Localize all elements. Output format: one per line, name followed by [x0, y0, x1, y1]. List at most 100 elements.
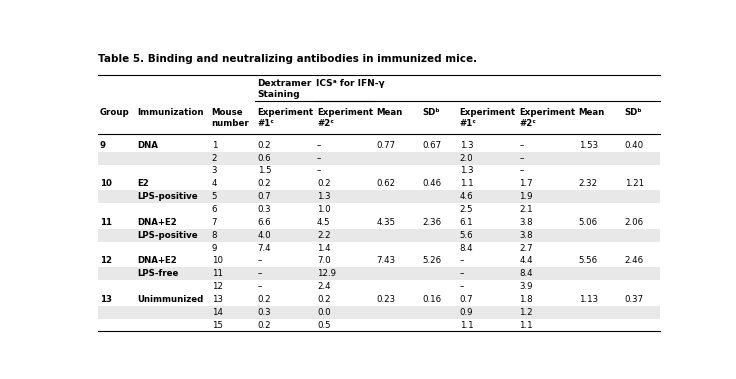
- Text: 4.0: 4.0: [258, 231, 271, 240]
- Text: 5.06: 5.06: [578, 218, 598, 227]
- Text: 1.21: 1.21: [625, 179, 644, 188]
- Text: 1: 1: [211, 141, 217, 150]
- Text: 10: 10: [100, 179, 112, 188]
- Text: 0.37: 0.37: [625, 295, 644, 304]
- Text: LPS-positive: LPS-positive: [137, 231, 198, 240]
- Text: LPS-free: LPS-free: [137, 269, 179, 278]
- Text: 2.06: 2.06: [625, 218, 644, 227]
- Text: 11: 11: [211, 269, 222, 278]
- Text: 7: 7: [211, 218, 217, 227]
- Text: –: –: [460, 282, 464, 291]
- Text: –: –: [258, 282, 262, 291]
- Text: 0.2: 0.2: [258, 321, 271, 330]
- Text: DNA: DNA: [137, 141, 158, 150]
- Text: 1.3: 1.3: [460, 166, 473, 175]
- Text: 1.1: 1.1: [519, 321, 533, 330]
- Text: –: –: [519, 153, 523, 163]
- Text: 1.2: 1.2: [519, 308, 533, 317]
- Text: 7.4: 7.4: [258, 244, 271, 252]
- Text: 4.5: 4.5: [317, 218, 330, 227]
- Text: 1.1: 1.1: [460, 179, 473, 188]
- Text: 13: 13: [100, 295, 112, 304]
- Text: 0.16: 0.16: [422, 295, 442, 304]
- Text: 0.7: 0.7: [460, 295, 473, 304]
- Text: 6.1: 6.1: [460, 218, 473, 227]
- Text: 14: 14: [211, 308, 222, 317]
- Text: 1.1: 1.1: [460, 321, 473, 330]
- Text: Group: Group: [100, 108, 130, 117]
- Text: –: –: [519, 141, 523, 150]
- Text: 13: 13: [211, 295, 222, 304]
- Text: 1.3: 1.3: [317, 192, 330, 201]
- Text: 2: 2: [211, 153, 217, 163]
- Text: Mean: Mean: [578, 108, 605, 117]
- Text: 4.4: 4.4: [519, 256, 533, 265]
- Text: Unimmunized: Unimmunized: [137, 295, 203, 304]
- Text: –: –: [460, 256, 464, 265]
- Text: 0.77: 0.77: [377, 141, 396, 150]
- Text: 12.9: 12.9: [317, 269, 336, 278]
- Text: 2.2: 2.2: [317, 231, 330, 240]
- Text: 0.2: 0.2: [317, 295, 330, 304]
- Text: SDᵇ: SDᵇ: [422, 108, 440, 117]
- Text: 8: 8: [211, 231, 217, 240]
- Text: 9: 9: [100, 141, 106, 150]
- Text: 0.40: 0.40: [625, 141, 644, 150]
- Text: 7.0: 7.0: [317, 256, 330, 265]
- Text: –: –: [258, 269, 262, 278]
- Text: 2.36: 2.36: [422, 218, 442, 227]
- Text: 0.3: 0.3: [258, 308, 271, 317]
- Text: –: –: [317, 153, 322, 163]
- Text: Mean: Mean: [377, 108, 403, 117]
- Text: 12: 12: [211, 282, 222, 291]
- Text: 1.13: 1.13: [578, 295, 598, 304]
- Text: 9: 9: [211, 244, 217, 252]
- Text: Experiment
#2ᶜ: Experiment #2ᶜ: [317, 108, 373, 128]
- Text: 0.9: 0.9: [460, 308, 473, 317]
- Text: 1.4: 1.4: [317, 244, 330, 252]
- Text: LPS-positive: LPS-positive: [137, 192, 198, 201]
- Text: 0.2: 0.2: [258, 295, 271, 304]
- Text: 15: 15: [211, 321, 222, 330]
- Text: 12: 12: [100, 256, 112, 265]
- Text: Experiment
#2ᶜ: Experiment #2ᶜ: [519, 108, 576, 128]
- Text: 4: 4: [211, 179, 217, 188]
- Text: 1.7: 1.7: [519, 179, 533, 188]
- Text: 7.43: 7.43: [377, 256, 396, 265]
- Text: 1.9: 1.9: [519, 192, 533, 201]
- Text: DNA+E2: DNA+E2: [137, 218, 177, 227]
- Text: Immunization: Immunization: [137, 108, 204, 117]
- Bar: [98, 190, 659, 203]
- Text: 5.26: 5.26: [422, 256, 442, 265]
- Text: Experiment
#1ᶜ: Experiment #1ᶜ: [460, 108, 516, 128]
- Text: Dextramer
Staining: Dextramer Staining: [257, 79, 311, 99]
- Text: 1.3: 1.3: [460, 141, 473, 150]
- Text: 6: 6: [211, 205, 217, 214]
- Text: 2.4: 2.4: [317, 282, 330, 291]
- Text: 3.8: 3.8: [519, 231, 533, 240]
- Text: 1.0: 1.0: [317, 205, 330, 214]
- Text: 5: 5: [211, 192, 217, 201]
- Text: 3.8: 3.8: [519, 218, 533, 227]
- Text: E2: E2: [137, 179, 149, 188]
- Text: 4.6: 4.6: [460, 192, 473, 201]
- Text: 2.46: 2.46: [625, 256, 644, 265]
- Bar: [98, 229, 659, 241]
- Text: 6.6: 6.6: [258, 218, 271, 227]
- Text: 0.6: 0.6: [258, 153, 271, 163]
- Text: 5.56: 5.56: [578, 256, 598, 265]
- Text: 0.3: 0.3: [258, 205, 271, 214]
- Text: SDᵇ: SDᵇ: [625, 108, 643, 117]
- Text: 1.8: 1.8: [519, 295, 533, 304]
- Text: 8.4: 8.4: [519, 269, 533, 278]
- Text: ICSᵃ for IFN-γ: ICSᵃ for IFN-γ: [316, 79, 385, 88]
- Text: –: –: [258, 256, 262, 265]
- Text: 4.35: 4.35: [377, 218, 396, 227]
- Text: 2.0: 2.0: [460, 153, 473, 163]
- Text: –: –: [519, 166, 523, 175]
- Text: 0.62: 0.62: [377, 179, 396, 188]
- Text: 3.9: 3.9: [519, 282, 533, 291]
- Text: –: –: [317, 166, 322, 175]
- Text: DNA+E2: DNA+E2: [137, 256, 177, 265]
- Text: 0.2: 0.2: [258, 141, 271, 150]
